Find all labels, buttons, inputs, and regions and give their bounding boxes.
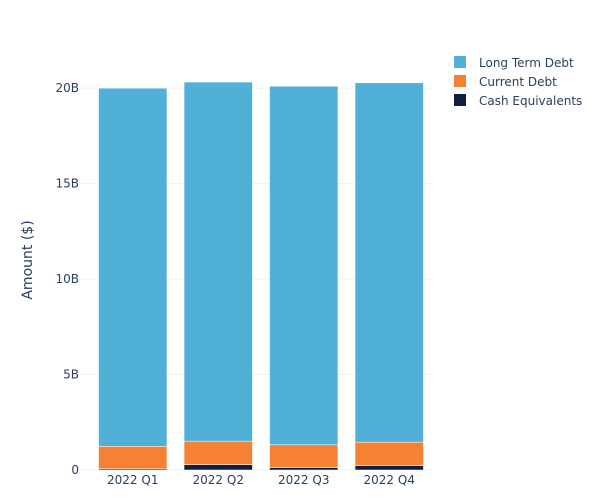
bar-long-term-debt[interactable]	[354, 82, 424, 443]
y-axis-title: Amount ($)	[20, 220, 36, 299]
legend-item[interactable]: Current Debt	[454, 75, 557, 89]
bars	[98, 81, 424, 471]
bar-cash-equivalents[interactable]	[269, 467, 339, 471]
x-tick-label: 2022 Q3	[278, 473, 329, 487]
bar-current-debt[interactable]	[98, 446, 168, 470]
y-axis-ticks: 0 5B 10B 15B 20B	[55, 81, 79, 477]
legend-label: Current Debt	[479, 75, 557, 89]
legend-swatch	[454, 94, 466, 106]
y-tick-label: 0	[71, 463, 79, 477]
bar-cash-equivalents[interactable]	[183, 464, 253, 471]
y-tick-label: 20B	[55, 81, 79, 95]
legend-swatch	[454, 56, 466, 68]
bar-current-debt[interactable]	[183, 440, 253, 465]
legend-label: Cash Equivalents	[479, 94, 582, 108]
bar-long-term-debt[interactable]	[98, 87, 168, 447]
x-tick-label: 2022 Q4	[364, 473, 415, 487]
y-tick-label: 10B	[55, 272, 79, 286]
x-tick-label: 2022 Q2	[193, 473, 244, 487]
bar-current-debt[interactable]	[354, 441, 424, 466]
x-axis-ticks: 2022 Q1 2022 Q2 2022 Q3 2022 Q4	[107, 473, 415, 487]
legend[interactable]: Long Term Debt Current Debt Cash Equivalen…	[454, 56, 582, 108]
y-tick-label: 15B	[55, 177, 79, 191]
y-tick-label: 5B	[63, 368, 79, 382]
legend-item[interactable]: Long Term Debt	[454, 56, 574, 70]
bar-long-term-debt[interactable]	[269, 86, 339, 446]
legend-item[interactable]: Cash Equivalents	[454, 94, 582, 108]
x-tick-label: 2022 Q1	[107, 473, 158, 487]
bar-current-debt[interactable]	[269, 444, 339, 468]
bar-cash-equivalents[interactable]	[354, 465, 424, 471]
legend-swatch	[454, 75, 466, 87]
legend-label: Long Term Debt	[479, 56, 574, 70]
bar-long-term-debt[interactable]	[183, 81, 253, 442]
